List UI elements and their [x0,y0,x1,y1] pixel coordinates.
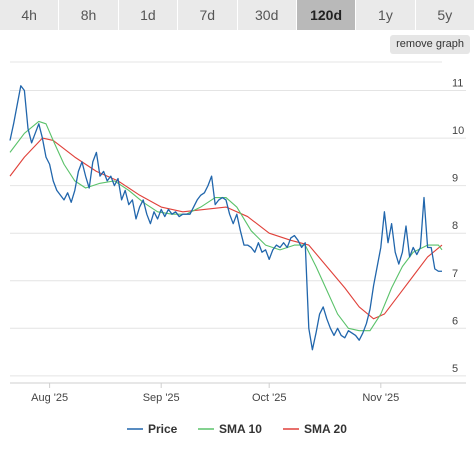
series-line-sma-20 [9,137,443,320]
tab-7d[interactable]: 7d [178,0,238,30]
series-lines [9,85,443,351]
x-tick-label: Nov '25 [362,392,399,404]
series-line-sma-10 [9,120,443,332]
x-axis: Aug '25 Sep '25 Oct '25 Nov '25 [31,383,399,404]
y-tick-label: 10 [452,125,464,137]
y-tick-label: 6 [452,315,458,327]
tab-30d[interactable]: 30d [237,0,297,30]
tab-8h[interactable]: 8h [59,0,119,30]
legend: Price SMA 10 SMA 20 [127,422,347,436]
legend-label-sma-20: SMA 20 [304,422,347,436]
x-tick-label: Oct '25 [252,392,287,404]
y-tick-label: 8 [452,220,458,232]
tab-1d[interactable]: 1d [118,0,179,30]
x-tick-label: Sep '25 [143,392,180,404]
tab-120d[interactable]: 120d [296,0,357,30]
y-tick-label: 5 [452,363,458,375]
y-tick-label: 7 [452,268,458,280]
remove-graph-button[interactable]: remove graph [390,35,470,54]
timeframe-tabs: 4h 8h 1d 7d 30d 120d 1y 5y [0,0,474,30]
legend-label-price: Price [148,422,178,436]
y-axis: 5 6 7 8 9 10 11 [452,78,464,375]
gridlines [10,61,466,384]
series-line-price [9,85,442,351]
x-tick-label: Aug '25 [31,392,68,404]
legend-label-sma-10: SMA 10 [219,422,262,436]
tab-4h[interactable]: 4h [0,0,60,30]
y-tick-label: 9 [452,173,458,185]
y-tick-label: 11 [452,78,463,90]
tab-1y[interactable]: 1y [356,0,416,30]
tab-5y[interactable]: 5y [415,0,474,30]
